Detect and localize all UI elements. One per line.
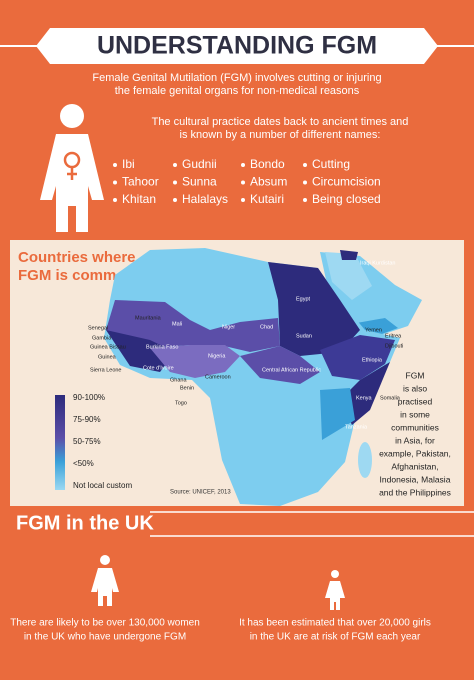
legend-label: 50-75% <box>73 437 101 446</box>
name: Ibi <box>122 157 135 171</box>
country-label: Djibouti <box>385 343 403 349</box>
note-line: in some <box>400 409 430 419</box>
note-line: FGM <box>406 370 425 380</box>
fact-line: There are likely to be over 130,000 wome… <box>10 618 200 629</box>
legend-label: Not local custom <box>73 481 132 490</box>
bullet <box>173 163 177 167</box>
female-symbol <box>63 151 81 180</box>
country-label: Eritrea <box>385 333 402 339</box>
bullet <box>113 180 117 185</box>
names-intro: The cultural practice dates back to anci… <box>152 116 409 128</box>
name: Khitan <box>122 192 156 206</box>
country-label: Burkina Faso <box>146 344 178 350</box>
map <box>104 248 422 506</box>
country-label: Cameroon <box>205 374 231 380</box>
country-label: Guinea Bissau <box>90 344 126 350</box>
name: Being closed <box>312 192 381 206</box>
uk-title: FGM in the UK <box>16 512 154 534</box>
female-icon <box>91 555 119 606</box>
bullet <box>113 198 117 202</box>
note-line: is also <box>403 383 427 393</box>
note-line: practised <box>398 396 433 406</box>
country-label: Nigeria <box>208 353 226 359</box>
country-label: Benin <box>180 385 194 391</box>
country-label: Cote d'Ivoire <box>143 365 174 371</box>
country-label: Ghana <box>170 377 187 383</box>
title-banner <box>36 28 438 64</box>
intro: the female genital organs for non-medica… <box>115 85 360 97</box>
name: Bondo <box>250 157 285 171</box>
country-label: Togo <box>175 400 187 406</box>
title: UNDERSTANDING FGM <box>97 32 377 60</box>
country-label: Central African Republic <box>262 367 321 373</box>
map-title: FGM is common <box>18 267 135 284</box>
country-label: Mauritania <box>135 315 162 321</box>
female-icon <box>40 104 104 232</box>
legend-label: 75-90% <box>73 415 101 424</box>
note: FGM is also practised in some communities in … <box>379 370 451 497</box>
intro: Female Genital Mutilation (FGM) involves… <box>92 72 381 84</box>
name: Circumcision <box>312 175 381 189</box>
name: Absum <box>250 175 287 189</box>
note-line: communities <box>391 422 439 432</box>
names-intro: is known by a number of different names: <box>180 129 381 141</box>
note-line: Afghanistan, <box>391 461 438 471</box>
bullet <box>303 180 307 185</box>
fact-line: in the UK are at risk of FGM each year <box>250 632 421 643</box>
country-label: Egypt <box>296 296 311 302</box>
name: Kutairi <box>250 192 284 206</box>
fact-line: It has been estimated that over 20,000 g… <box>239 618 431 629</box>
name: Cutting <box>312 157 350 171</box>
country-label: Senegal <box>88 325 108 331</box>
uk-facts: There are likely to be over 130,000 wome… <box>10 618 431 643</box>
bullet <box>173 180 177 185</box>
country-label: Yemen <box>365 327 382 333</box>
country-label: Gambia <box>92 335 112 341</box>
country-label: Chad <box>260 324 273 330</box>
note-line: in Asia, for <box>395 435 435 445</box>
country-label: Sierra Leone <box>90 367 122 373</box>
bullet <box>173 198 177 202</box>
country-label: Tanzania <box>345 424 368 430</box>
bullet <box>303 163 307 167</box>
name: Gudnii <box>182 157 217 171</box>
fact-line: in the UK who have undergone FGM <box>24 632 186 643</box>
name: Sunna <box>182 175 217 189</box>
bullet <box>241 180 245 185</box>
note-line: Indonesia, Malasia <box>380 474 451 484</box>
legend-bar <box>55 395 65 490</box>
girl-icon <box>325 570 345 610</box>
map-title: Countries where <box>18 249 136 266</box>
country-label: Sudan <box>296 333 312 339</box>
note-line: example, Pakistan, <box>379 448 451 458</box>
source: Source: UNICEF, 2013 <box>170 490 231 496</box>
legend-label: <50% <box>73 459 94 468</box>
note-line: and the Philippines <box>379 487 451 497</box>
name: Tahoor <box>122 175 159 189</box>
bullet <box>113 163 117 167</box>
bullet <box>241 163 245 167</box>
legend-label: 90-100% <box>73 393 105 402</box>
bullet <box>241 198 245 202</box>
country-label: Guinea <box>98 354 117 360</box>
country-label: Iraqi Kurdistan <box>360 260 395 266</box>
legend: 90-100% 75-90% 50-75% <50% Not local custom <box>73 393 132 490</box>
names-list: Ibi Tahoor Khitan Gudnii Sunna Halalays Bondo A… <box>113 157 381 206</box>
country-label: Ethiopia <box>362 357 383 363</box>
country-label: Somalia <box>380 395 401 401</box>
country-label: Kenya <box>356 395 373 401</box>
country-label: Mali <box>172 321 182 327</box>
name: Halalays <box>182 192 228 206</box>
country-label: Niger <box>222 324 235 330</box>
bullet <box>303 198 307 202</box>
